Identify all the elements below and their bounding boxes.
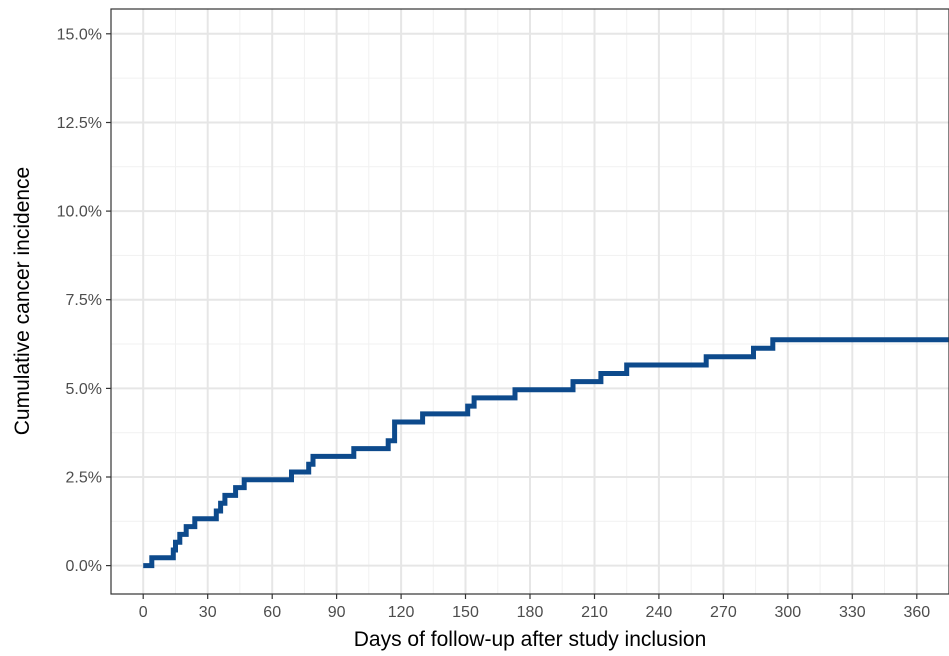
x-tick-label: 180 bbox=[517, 604, 544, 621]
y-tick-label: 10.0% bbox=[57, 204, 102, 221]
y-tick-label: 15.0% bbox=[57, 26, 102, 43]
y-tick-label: 2.5% bbox=[66, 470, 102, 487]
y-tick-label: 12.5% bbox=[57, 115, 102, 132]
x-tick-label: 240 bbox=[646, 604, 673, 621]
x-tick-label: 210 bbox=[581, 604, 608, 621]
x-tick-label: 120 bbox=[388, 604, 415, 621]
x-axis: 0 30 60 90 120 150 180 210 240 270 300 330 360 bbox=[139, 594, 930, 621]
series-layer bbox=[143, 337, 949, 569]
x-tick-label: 0 bbox=[139, 604, 148, 621]
grid-major bbox=[111, 9, 949, 594]
x-tick-label: 360 bbox=[903, 604, 930, 621]
x-tick-label: 90 bbox=[328, 604, 346, 621]
x-tick-label: 150 bbox=[452, 604, 479, 621]
incidence-step-line bbox=[143, 337, 949, 569]
y-axis: 0.0% 2.5% 5.0% 7.5% 10.0% 12.5% 15.0% bbox=[57, 26, 111, 575]
x-tick-label: 300 bbox=[774, 604, 801, 621]
y-tick-label: 7.5% bbox=[66, 292, 102, 309]
y-tick-label: 5.0% bbox=[66, 381, 102, 398]
x-tick-label: 30 bbox=[199, 604, 217, 621]
x-tick-label: 60 bbox=[263, 604, 281, 621]
x-tick-label: 330 bbox=[839, 604, 866, 621]
y-axis-title: Cumulative cancer incidence bbox=[11, 167, 34, 435]
x-tick-label: 270 bbox=[710, 604, 737, 621]
x-axis-title: Days of follow-up after study inclusion bbox=[354, 628, 707, 651]
y-tick-label: 0.0% bbox=[66, 558, 102, 575]
